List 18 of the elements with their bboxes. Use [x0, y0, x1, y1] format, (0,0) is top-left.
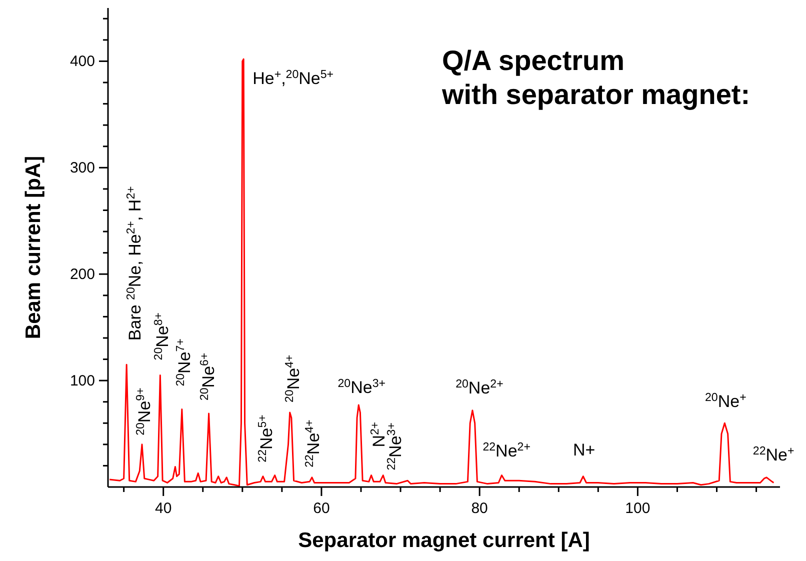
y-tick-label: 100	[70, 372, 95, 390]
text: Q/A spectrum with separator magnet:	[441, 45, 750, 110]
y-tick-label: 400	[70, 53, 95, 70]
y-tick-label: 200	[70, 266, 95, 284]
annotation: $^{22}$Ne$^{2+}$	[482, 441, 531, 460]
x-tick-label: 60	[313, 500, 330, 517]
annotation: He$^{+}$,$^{20}$Ne$^{5+}$	[252, 69, 334, 88]
annotation: $^{22}$Ne$^{+}$	[752, 445, 794, 464]
annotation: $^{20}$Ne$^{3+}$	[338, 378, 386, 398]
annotation: $^{20}$Ne$^{+}$	[704, 392, 747, 412]
x-tick-label: 100	[625, 500, 650, 517]
x-tick-label: 80	[471, 500, 488, 517]
annotation: $^{20}$Ne$^{2+}$	[456, 378, 504, 398]
x-tick-label: 40	[154, 500, 172, 517]
y-tick-label: 300	[70, 160, 95, 177]
x-axis-title: Separator magnet current [A]	[298, 529, 590, 552]
y-axis-title: Beam current [pA]	[22, 156, 45, 340]
annotation: N+	[573, 440, 596, 460]
